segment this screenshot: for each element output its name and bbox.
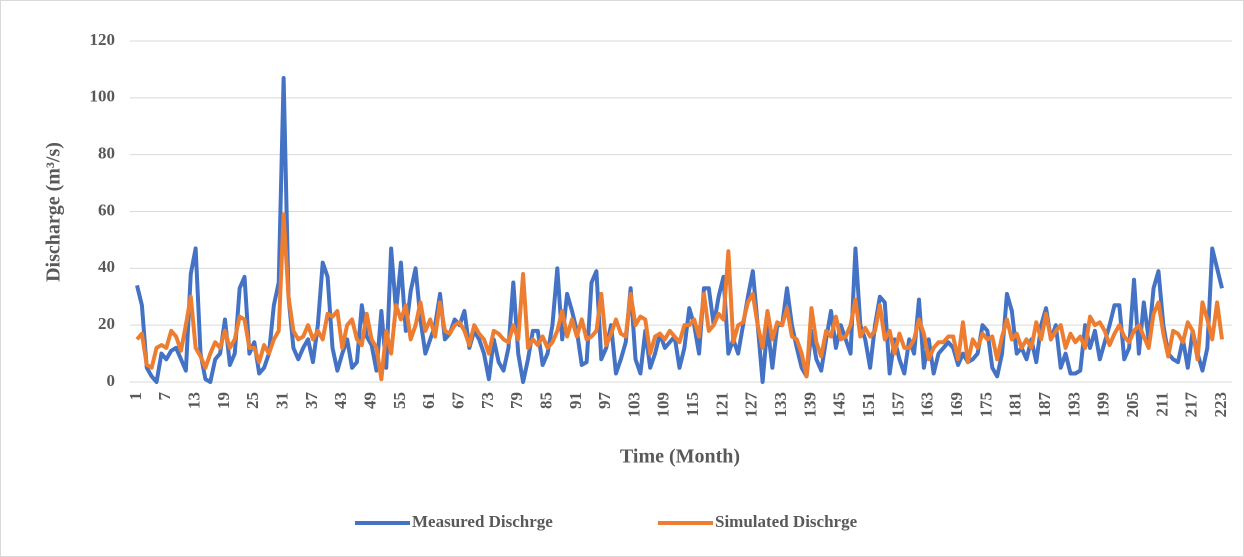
y-tick-label: 120 [90,30,116,49]
x-tick-label: 37 [302,392,321,410]
x-tick-label: 85 [536,392,555,409]
x-tick-label: 13 [185,392,204,409]
x-tick-label: 121 [712,392,731,418]
x-tick-label: 157 [888,392,907,418]
x-tick-label: 97 [595,392,614,410]
x-tick-label: 151 [859,392,878,418]
legend-label: Measured Dischrge [412,512,553,531]
x-tick-label: 73 [478,392,497,409]
legend-label: Simulated Dischrge [715,512,858,531]
x-tick-label: 127 [742,392,761,418]
x-tick-label: 91 [566,392,585,409]
x-tick-label: 211 [1152,392,1171,417]
y-tick-label: 20 [98,314,115,333]
x-tick-label: 145 [830,392,849,418]
y-tick-label: 40 [98,257,115,276]
x-tick-label: 31 [273,392,292,409]
y-tick-label: 80 [98,144,115,163]
x-tick-label: 193 [1064,392,1083,418]
data-line [135,212,1224,382]
x-tick-label: 19 [214,392,233,409]
data-line [135,75,1224,384]
x-tick-label: 175 [976,392,995,418]
x-tick-label: 223 [1211,392,1230,418]
x-tick-label: 163 [918,392,937,418]
x-tick-label: 217 [1182,392,1201,418]
x-tick-label: 109 [654,392,673,418]
x-tick-label: 199 [1094,392,1113,418]
y-tick-label: 100 [90,87,116,106]
x-tick-label: 181 [1006,392,1025,418]
x-tick-label: 79 [507,392,526,409]
x-tick-label: 61 [419,392,438,409]
x-tick-label: 25 [243,392,262,409]
x-tick-label: 169 [947,392,966,418]
y-tick-label: 60 [98,200,115,219]
x-axis-title: Time (Month) [620,446,740,468]
x-tick-label: 133 [771,392,790,418]
x-tick-label: 115 [683,392,702,417]
x-tick-label: 67 [448,392,467,410]
x-tick-label: 103 [624,392,643,418]
x-tick-label: 187 [1035,392,1054,418]
x-tick-label: 43 [331,392,350,409]
y-tick-label: 0 [107,371,116,390]
x-tick-label: 205 [1123,392,1142,418]
x-tick-label: 139 [800,392,819,418]
x-tick-label: 7 [155,392,174,401]
x-tick-label: 49 [361,392,380,409]
x-tick-label: 55 [390,392,409,409]
x-tick-label: 1 [126,392,145,401]
y-axis-title: Discharge (m³/s) [43,142,65,282]
